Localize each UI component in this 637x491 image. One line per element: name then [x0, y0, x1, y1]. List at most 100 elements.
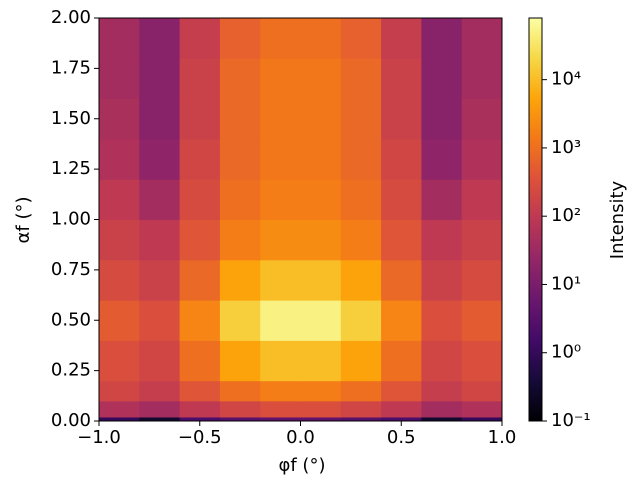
heatmap-cell [260, 416, 301, 422]
heatmap-cell [99, 416, 140, 422]
heatmap-cell [381, 416, 422, 422]
heatmap-cell [99, 400, 140, 418]
heatmap-cell [260, 18, 301, 59]
heatmap-cell [99, 18, 140, 59]
heatmap-cell [461, 380, 503, 402]
x-tick-label: −1.0 [77, 427, 121, 448]
x-tick-label: 0.0 [286, 427, 315, 448]
x-tick-label: 0.5 [387, 427, 416, 448]
heatmap-cell [421, 340, 463, 382]
heatmap-cell [300, 219, 342, 261]
colorbar-tick-label: 10² [551, 205, 581, 226]
heatmap-cell [421, 138, 463, 180]
colorbar-tick-label: 10⁴ [551, 69, 581, 90]
heatmap-cell [99, 259, 140, 301]
heatmap-cell [179, 219, 221, 261]
heatmap-cell [99, 58, 140, 100]
y-tick-label: 0.00 [51, 410, 91, 431]
heatmap-cell [219, 416, 261, 422]
heatmap-cell [219, 58, 261, 100]
heatmap-cell [381, 138, 422, 180]
heatmap-cell [139, 340, 181, 382]
heatmap-cell [300, 259, 342, 301]
heatmap-cell [139, 98, 181, 140]
x-axis-label: φf (°) [279, 455, 326, 476]
heatmap-cell [340, 98, 382, 140]
heatmap-cell [219, 18, 261, 59]
heatmap-cell [260, 340, 301, 382]
heatmap-cell [381, 300, 422, 341]
y-tick-label: 0.50 [51, 309, 91, 330]
heatmap-cell [179, 259, 221, 301]
heatmap-cell [139, 300, 181, 341]
heatmap-cell [99, 380, 140, 402]
heatmap-cell [179, 300, 221, 341]
heatmap-cell [260, 58, 301, 100]
colorbar-tick-label: 10³ [551, 137, 581, 158]
heatmap-cell [340, 18, 382, 59]
heatmap-cell [99, 98, 140, 140]
colorbar-tick-label: 10⁰ [551, 342, 581, 363]
heatmap-cell [340, 219, 382, 261]
y-tick-label: 1.50 [51, 108, 91, 129]
heatmap-cell [179, 138, 221, 180]
heatmap-cell [219, 340, 261, 382]
heatmap-cell [421, 400, 463, 418]
x-tick-label: −0.5 [178, 427, 222, 448]
heatmap-cell [219, 300, 261, 341]
heatmap-cell [139, 179, 181, 220]
heatmap-cell [300, 18, 342, 59]
heatmap-cell [260, 179, 301, 220]
heatmap-cell [421, 219, 463, 261]
heatmap-cell [300, 138, 342, 180]
heatmap-cell [179, 400, 221, 418]
colorbar-label: Intensity [607, 180, 628, 259]
heatmap-cell [99, 300, 140, 341]
heatmap-cell [260, 380, 301, 402]
heatmap-cell [219, 259, 261, 301]
heatmap-cell [139, 18, 181, 59]
heatmap-cell [219, 380, 261, 402]
colorbar-tick-label: 10⁻¹ [551, 410, 591, 431]
heatmap-cell [260, 400, 301, 418]
heatmap-cell [139, 58, 181, 100]
colorbar-tick-label: 10¹ [551, 273, 581, 294]
heatmap-cell [300, 400, 342, 418]
heatmap-cell [260, 138, 301, 180]
heatmap-cell [139, 259, 181, 301]
heatmap-cell [99, 138, 140, 180]
x-tick-label: 1.0 [488, 427, 517, 448]
heatmap-cell [219, 179, 261, 220]
heatmap-cell [381, 219, 422, 261]
heatmap-cell [179, 380, 221, 402]
heatmap-cell [381, 340, 422, 382]
heatmap-cell [461, 18, 503, 59]
heatmap-cell [340, 179, 382, 220]
heatmap-cell [340, 416, 382, 422]
y-tick-label: 1.25 [51, 158, 91, 179]
heatmap-cell [381, 98, 422, 140]
heatmap-cell [179, 340, 221, 382]
heatmap-cell [340, 400, 382, 418]
y-tick-label: 0.25 [51, 360, 91, 381]
heatmap-cell [340, 138, 382, 180]
heatmap-cell [300, 300, 342, 341]
heatmap-cell [260, 300, 301, 341]
heatmap-cell [461, 300, 503, 341]
heatmap-cell [381, 58, 422, 100]
heatmap-cell [340, 380, 382, 402]
heatmap-cell [300, 179, 342, 220]
heatmap-cell [381, 380, 422, 402]
heatmap-cell [461, 98, 503, 140]
heatmap-cell [300, 416, 342, 422]
heatmap-cell [139, 138, 181, 180]
heatmap-cell [219, 400, 261, 418]
heatmap-cell [179, 58, 221, 100]
heatmap-cell [381, 400, 422, 418]
heatmap-cell [461, 58, 503, 100]
heatmap-cell [139, 400, 181, 418]
heatmap-cell [99, 179, 140, 220]
heatmap-cell [461, 259, 503, 301]
heatmap-cell [340, 58, 382, 100]
